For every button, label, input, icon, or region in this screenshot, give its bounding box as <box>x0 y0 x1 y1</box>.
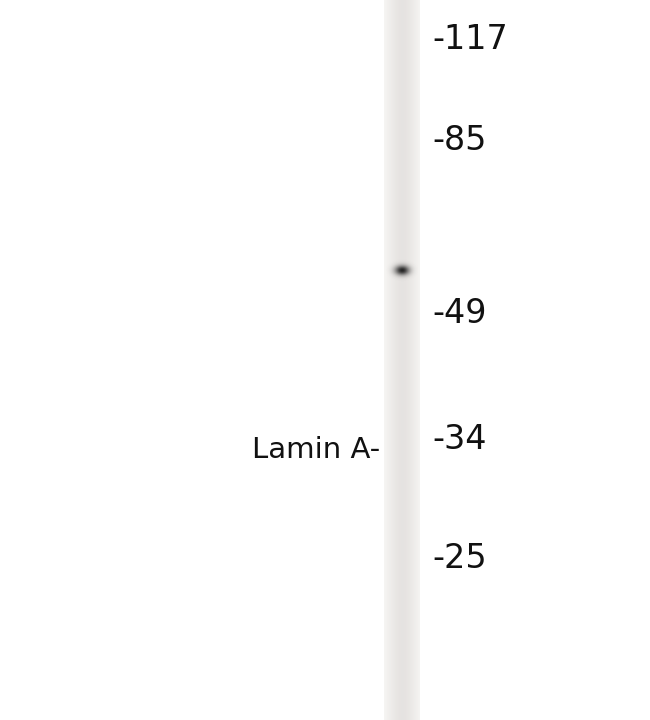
Text: -85: -85 <box>432 124 487 157</box>
Text: Lamin A-: Lamin A- <box>252 436 380 464</box>
Text: -117: -117 <box>432 23 508 56</box>
Text: -49: -49 <box>432 297 487 330</box>
Text: -34: -34 <box>432 423 487 456</box>
Text: -25: -25 <box>432 541 487 575</box>
